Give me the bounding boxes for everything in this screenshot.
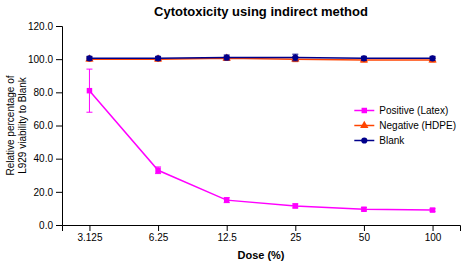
legend-swatch-marker <box>362 108 367 113</box>
x-tick: 3.125 <box>77 225 102 243</box>
legend-label: Negative (HDPE) <box>379 120 456 131</box>
marker <box>224 54 230 60</box>
x-tick-mark <box>433 225 434 231</box>
marker <box>361 55 367 61</box>
x-tick-label: 50 <box>359 232 371 243</box>
marker <box>360 55 368 62</box>
error-bar <box>292 54 298 61</box>
y-tick: 80.0 <box>34 87 62 98</box>
series-line <box>89 57 432 59</box>
series <box>85 54 436 63</box>
y-tick: 100.0 <box>28 54 62 65</box>
x-tick-mark <box>295 225 296 231</box>
x-tick: 25 <box>290 225 302 243</box>
x-tick-label: 25 <box>290 232 302 243</box>
y-tick-mark <box>56 225 62 226</box>
y-tick-label: 120.0 <box>28 21 53 32</box>
y-tick-mark <box>56 159 62 160</box>
marker <box>361 207 366 212</box>
chart-container: 0.0 20.0 40.0 60.0 80.0 100.0 120.0 3.125 6.25 12… <box>0 0 470 265</box>
error-bar <box>155 167 161 174</box>
y-axis-title: Relative percentage ofL929 viability to … <box>5 75 28 175</box>
chart-svg: 0.0 20.0 40.0 60.0 80.0 100.0 120.0 3.125 6.25 12… <box>0 0 470 265</box>
series-line <box>89 58 432 60</box>
y-tick-label: 80.0 <box>34 87 54 98</box>
x-axis: 3.125 6.25 12.5 25 50 100 <box>63 225 461 243</box>
x-axis-line <box>63 226 461 232</box>
error-bar <box>86 69 92 112</box>
y-tick-mark <box>56 26 62 27</box>
legend: Positive (Latex) Negative (HDPE) Blank <box>354 105 456 146</box>
error-bar <box>224 55 230 60</box>
y-tick: 120.0 <box>28 21 62 32</box>
y-tick: 0.0 <box>39 220 62 231</box>
y-tick-mark <box>56 126 62 127</box>
y-tick: 20.0 <box>34 187 62 198</box>
x-tick-label: 12.5 <box>217 232 237 243</box>
x-axis-title: Dose (%) <box>237 249 284 261</box>
x-tick-mark <box>364 225 365 231</box>
x-tick: 6.25 <box>149 225 169 243</box>
marker <box>428 55 436 62</box>
legend-label: Blank <box>379 135 405 146</box>
marker <box>155 168 160 173</box>
marker <box>87 88 92 93</box>
x-tick-label: 6.25 <box>149 232 169 243</box>
y-tick-mark <box>56 92 62 93</box>
error-bar <box>292 204 298 208</box>
marker <box>155 55 161 61</box>
legend-swatch-marker <box>361 137 367 143</box>
marker <box>291 54 299 61</box>
marker <box>223 54 231 61</box>
series <box>86 54 435 61</box>
marker <box>224 197 229 202</box>
y-tick-label: 100.0 <box>28 54 53 65</box>
x-tick: 12.5 <box>217 225 237 243</box>
y-tick-mark <box>56 192 62 193</box>
marker <box>85 54 93 61</box>
x-tick: 100 <box>425 225 442 243</box>
y-tick-label: 20.0 <box>34 187 54 198</box>
legend-item: Negative (HDPE) <box>354 120 456 131</box>
x-tick-label: 3.125 <box>77 232 102 243</box>
legend-item: Blank <box>354 135 405 146</box>
x-tick-mark <box>227 225 228 231</box>
marker <box>430 207 435 212</box>
y-axis: 0.0 20.0 40.0 60.0 80.0 100.0 120.0 <box>28 21 63 231</box>
y-axis-title-line: Relative percentage of <box>5 75 16 175</box>
x-tick-mark <box>158 225 159 231</box>
x-tick-mark <box>89 225 90 231</box>
y-tick-label: 40.0 <box>34 153 54 164</box>
error-bar <box>224 198 230 203</box>
y-tick-mark <box>56 59 62 60</box>
y-axis-title-line: L929 viability to Blank <box>17 76 28 174</box>
marker <box>86 55 92 61</box>
y-tick-label: 60.0 <box>34 120 54 131</box>
y-tick: 40.0 <box>34 153 62 164</box>
x-tick-label: 100 <box>425 232 442 243</box>
y-tick-label: 0.0 <box>39 220 53 231</box>
marker <box>154 54 162 61</box>
legend-item: Positive (Latex) <box>354 105 448 116</box>
marks <box>85 54 436 213</box>
x-tick: 50 <box>359 225 371 243</box>
series <box>86 69 435 213</box>
y-tick: 60.0 <box>34 120 62 131</box>
title: Cytotoxicity using indirect method <box>154 4 368 19</box>
marker <box>293 203 298 208</box>
legend-swatch-marker <box>360 121 368 128</box>
plot: 0.0 20.0 40.0 60.0 80.0 100.0 120.0 3.125 6.25 12… <box>28 21 461 243</box>
marker <box>429 55 435 61</box>
y-axis-line <box>56 27 63 226</box>
marker <box>292 54 298 60</box>
legend-label: Positive (Latex) <box>379 105 448 116</box>
